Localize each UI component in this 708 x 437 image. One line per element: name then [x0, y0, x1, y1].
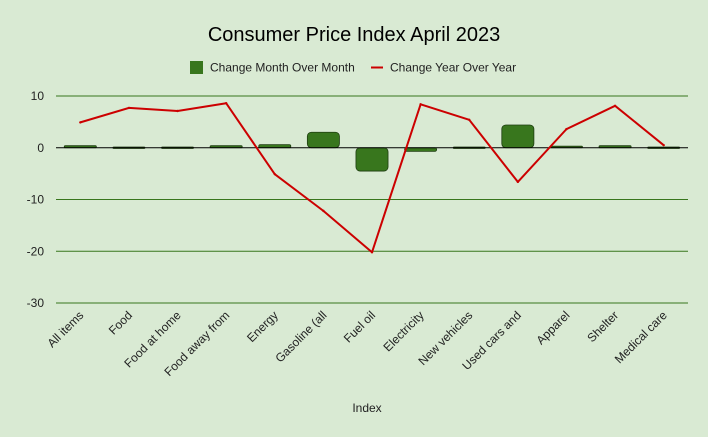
- x-tick-label: Medical care: [612, 308, 670, 366]
- legend-label-year-over-year: Change Year Over Year: [390, 61, 516, 75]
- x-tick-label: All items: [44, 308, 86, 350]
- legend: Change Month Over Month Change Year Over…: [190, 61, 516, 75]
- bar-month-over-month: [404, 147, 438, 152]
- chart-title: Consumer Price Index April 2023: [208, 24, 500, 46]
- line-year-over-year-path: [80, 102, 665, 254]
- point-year-over-year: [419, 103, 422, 106]
- y-tick-label: 0: [37, 141, 44, 155]
- legend-label-month-over-month: Change Month Over Month: [210, 61, 355, 75]
- x-tick-label: Shelter: [584, 308, 621, 345]
- y-tick-label: -20: [27, 244, 45, 258]
- y-tick-label: -30: [27, 296, 45, 310]
- point-year-over-year: [662, 143, 665, 147]
- point-year-over-year: [516, 180, 520, 184]
- gridlines: [56, 95, 688, 304]
- point-year-over-year: [79, 121, 82, 124]
- bar-month-over-month: [306, 131, 340, 149]
- x-tick-label: Gasoline (all: [272, 308, 329, 365]
- bar-month-over-month: [355, 147, 389, 172]
- x-tick-label: Food: [106, 308, 135, 337]
- bar-month-over-month: [501, 124, 535, 149]
- point-year-over-year: [127, 106, 131, 110]
- point-year-over-year: [370, 251, 374, 254]
- point-year-over-year: [224, 102, 228, 105]
- x-tick-label: Energy: [244, 308, 281, 345]
- y-tick-label: 10: [31, 89, 45, 103]
- legend-swatch-month-over-month: [190, 61, 203, 74]
- point-year-over-year: [273, 172, 276, 176]
- x-tick-label: Fuel oil: [341, 308, 378, 345]
- y-tick-labels: 10 0 -10 -20 -30: [27, 89, 45, 310]
- point-year-over-year: [468, 118, 471, 122]
- point-year-over-year: [613, 104, 617, 108]
- point-year-over-year: [565, 127, 568, 131]
- point-year-over-year: [176, 109, 179, 113]
- line-year-over-year: [79, 102, 665, 254]
- point-year-over-year: [322, 209, 325, 213]
- x-tick-label: Apparel: [533, 308, 572, 347]
- y-tick-label: -10: [27, 193, 45, 207]
- x-tick-label: Electricity: [381, 308, 427, 354]
- x-axis-label: Index: [352, 401, 381, 415]
